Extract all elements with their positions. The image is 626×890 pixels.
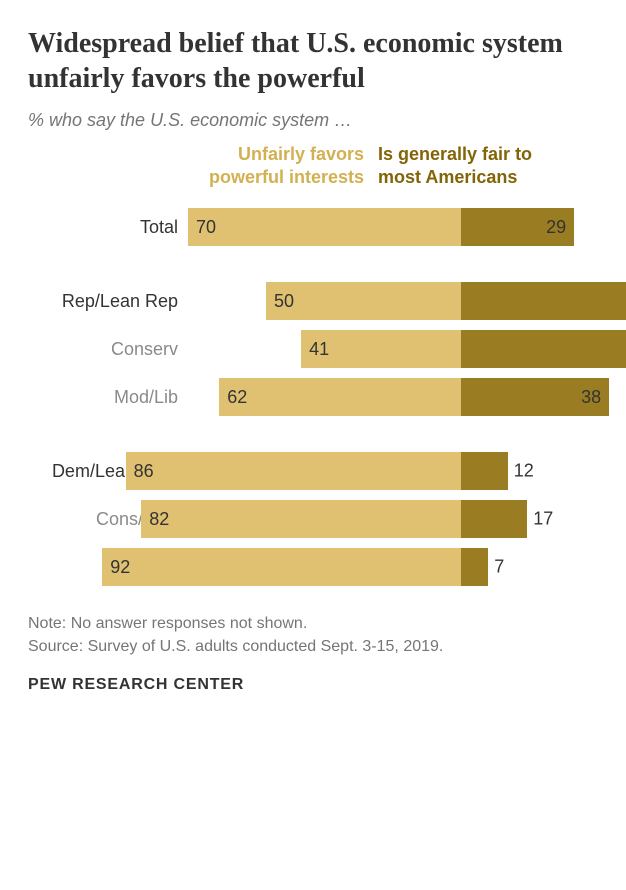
bar-area: 7029 [188,208,598,246]
legend: Unfairly favors powerful interests Is ge… [28,143,598,188]
bar-segment-unfair: 50 [266,282,461,320]
chart-group: Rep/Lean Rep5050Conserv4158Mod/Lib6238 [28,280,598,418]
chart-row: Liberal927 [28,546,598,588]
bar-segment-fair: 58 [461,330,626,368]
chart-row: Total7029 [28,206,598,248]
bar-segment-unfair: 62 [219,378,461,416]
row-label: Total [28,217,188,238]
chart-row: Dem/Lean Dem8612 [28,450,598,492]
bar-segment-fair: 50 [461,282,626,320]
chart-title: Widespread belief that U.S. economic sys… [28,26,598,96]
legend-unfair: Unfairly favors powerful interests [184,143,364,188]
bar-value-fair-outside: 17 [533,509,553,530]
bar-area: 927 [188,548,598,586]
bar-segment-unfair: 86 [126,452,461,490]
bar-area: 8612 [188,452,598,490]
note-line: Note: No answer responses not shown. [28,612,598,635]
chart-row: Rep/Lean Rep5050 [28,280,598,322]
bar-value-fair-outside: 7 [494,557,504,578]
attribution: PEW RESEARCH CENTER [28,676,598,694]
bar-area: 8217 [188,500,598,538]
chart-row: Conserv4158 [28,328,598,370]
bar-area: 5050 [188,282,598,320]
bar-segment-unfair: 82 [141,500,461,538]
bar-value-fair-outside: 12 [514,461,534,482]
row-label: Conserv [28,339,188,360]
row-label: Rep/Lean Rep [28,291,188,312]
chart-row: Cons/Mod8217 [28,498,598,540]
chart-group: Total7029 [28,206,598,248]
bar-segment-fair [461,548,488,586]
source-line: Source: Survey of U.S. adults conducted … [28,635,598,658]
bar-segment-unfair: 41 [301,330,461,368]
chart-note: Note: No answer responses not shown. Sou… [28,612,598,658]
bar-area: 6238 [188,378,598,416]
legend-fair: Is generally fair to most Americans [378,143,558,188]
bar-area: 4158 [188,330,598,368]
bar-chart: Total7029Rep/Lean Rep5050Conserv4158Mod/… [28,206,598,588]
chart-subtitle: % who say the U.S. economic system … [28,110,598,131]
bar-segment-fair [461,452,508,490]
row-label: Mod/Lib [28,387,188,408]
bar-segment-fair [461,500,527,538]
bar-segment-fair: 29 [461,208,574,246]
chart-row: Mod/Lib6238 [28,376,598,418]
chart-group: Dem/Lean Dem8612Cons/Mod8217Liberal927 [28,450,598,588]
bar-segment-unfair: 92 [102,548,461,586]
bar-segment-fair: 38 [461,378,609,416]
bar-segment-unfair: 70 [188,208,461,246]
